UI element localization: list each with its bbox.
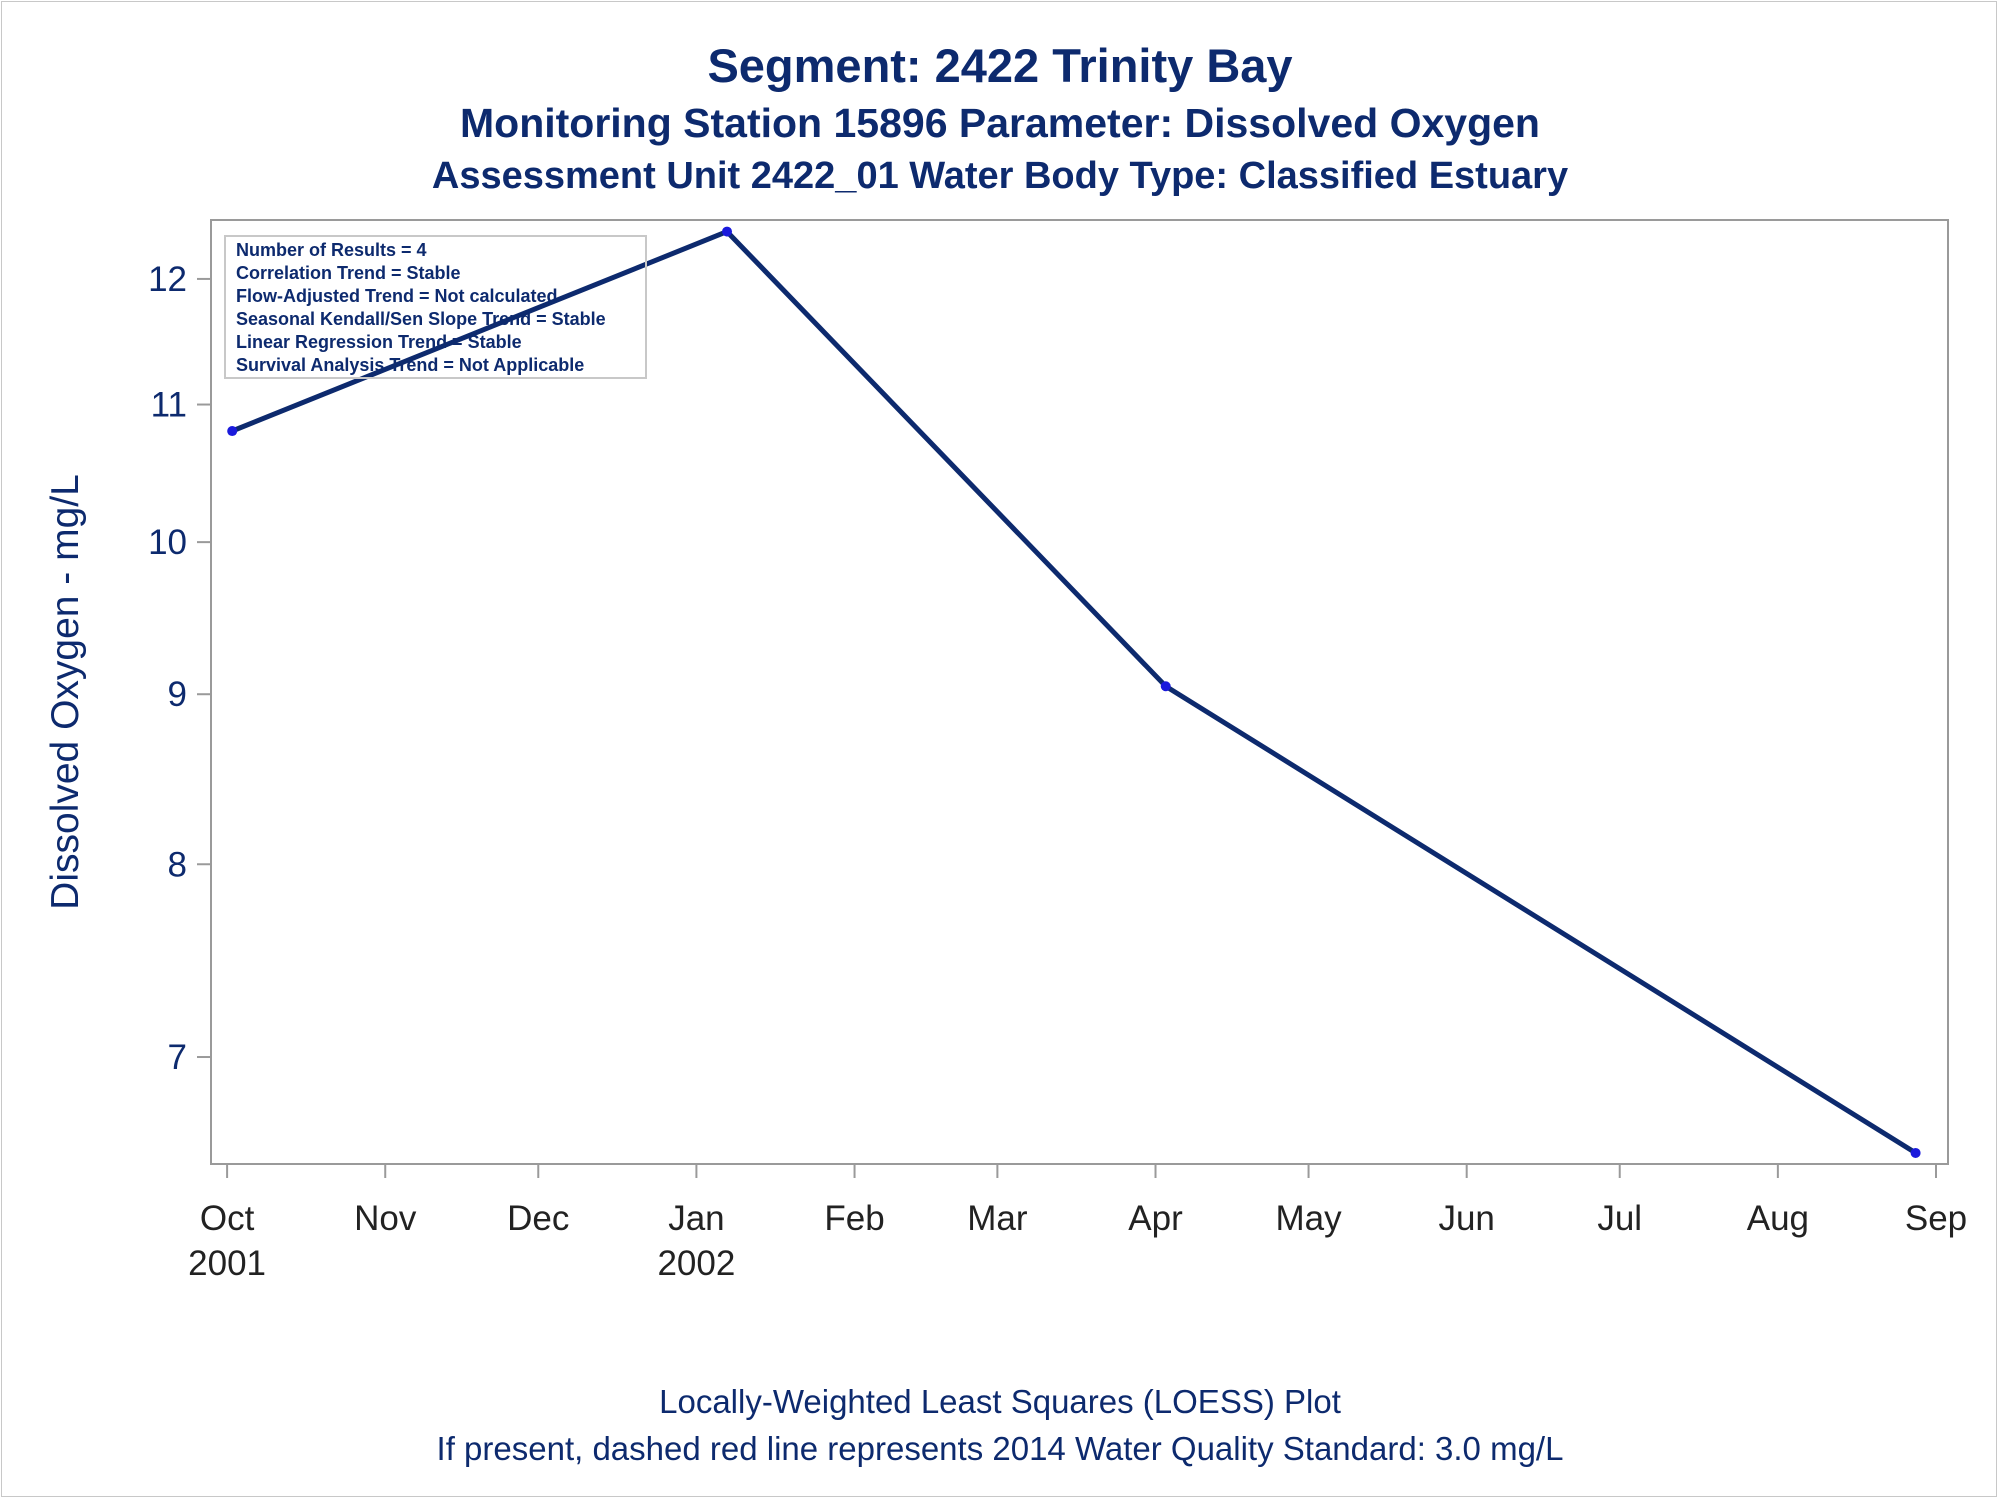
stats-line-correlation: Correlation Trend = Stable xyxy=(236,263,461,283)
data-point xyxy=(227,426,238,437)
x-tick-label: May xyxy=(1275,1199,1342,1238)
x-tick-label: Jun xyxy=(1438,1199,1494,1238)
y-tick-label: 11 xyxy=(151,386,187,425)
y-tick-label: 10 xyxy=(148,523,187,562)
x-tick-label: Aug xyxy=(1747,1199,1809,1238)
data-point xyxy=(722,226,733,237)
footnote-loess: Locally-Weighted Least Squares (LOESS) P… xyxy=(659,1383,1341,1420)
footnote-standard: If present, dashed red line represents 2… xyxy=(436,1430,1564,1467)
chart-subtitle-assessment: Assessment Unit 2422_01 Water Body Type:… xyxy=(431,155,1569,197)
x-tick-label: Apr xyxy=(1128,1199,1183,1238)
x-tick-label: Sep xyxy=(1905,1199,1967,1238)
series-markers xyxy=(227,226,1921,1158)
stats-line-flow-adjusted: Flow-Adjusted Trend = Not calculated xyxy=(236,286,558,306)
x-tick-label: Jan xyxy=(668,1199,724,1238)
y-tick-label: 8 xyxy=(168,845,187,884)
y-axis-label: Dissolved Oxygen - mg/L xyxy=(44,474,87,910)
x-tick-label: Feb xyxy=(824,1199,884,1238)
stats-line-linear-regression: Linear Regression Trend = Stable xyxy=(236,332,522,352)
x-axis: Oct 2001 Nov Dec Jan 2002 Feb Mar Apr May Jun Jul Au… xyxy=(188,1164,1967,1283)
chart-subtitle-station: Monitoring Station 15896 Parameter: Diss… xyxy=(460,100,1540,146)
x-tick-label: Nov xyxy=(354,1199,417,1238)
chart-title: Segment: 2422 Trinity Bay xyxy=(707,39,1293,92)
stats-box-frame xyxy=(224,235,647,379)
y-tick-label: 9 xyxy=(168,675,187,714)
x-tick-label: Dec xyxy=(507,1199,569,1238)
data-point xyxy=(1910,1147,1921,1158)
x-tick-year-label: 2001 xyxy=(188,1244,266,1283)
x-tick-label: Jul xyxy=(1597,1199,1642,1238)
plot-area xyxy=(210,219,1949,1165)
x-tick-year-label: 2002 xyxy=(657,1244,735,1283)
y-tick-label: 7 xyxy=(168,1038,187,1077)
data-point xyxy=(1160,681,1171,692)
x-tick-label: Mar xyxy=(967,1199,1028,1238)
stats-box: Number of Results = 4 Correlation Trend … xyxy=(224,235,647,379)
y-tick-label: 12 xyxy=(148,260,187,299)
stats-line-results: Number of Results = 4 xyxy=(236,240,427,260)
x-tick-label: Oct xyxy=(200,1199,255,1238)
y-axis: 7 8 9 10 11 12 xyxy=(148,260,211,1077)
series-line xyxy=(231,229,1917,1156)
stats-line-seasonal-kendall: Seasonal Kendall/Sen Slope Trend = Stabl… xyxy=(236,309,606,329)
stats-line-survival: Survival Analysis Trend = Not Applicable xyxy=(236,355,584,375)
